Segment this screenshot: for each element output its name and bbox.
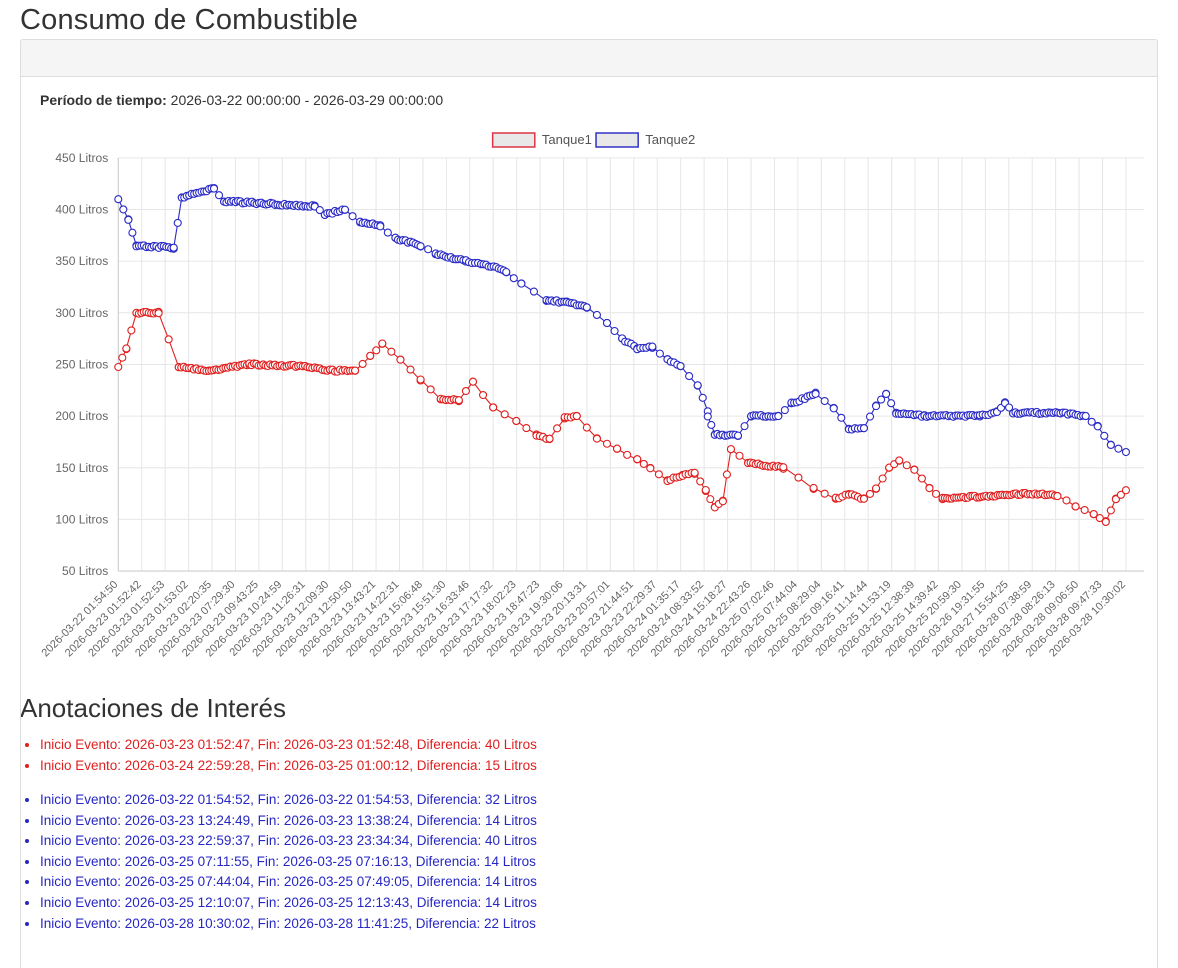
svg-text:250 Litros: 250 Litros <box>55 357 108 371</box>
svg-text:Tanque2: Tanque2 <box>645 132 695 147</box>
svg-text:50 Litros: 50 Litros <box>62 564 108 578</box>
svg-text:100 Litros: 100 Litros <box>55 512 108 526</box>
svg-text:200 Litros: 200 Litros <box>55 409 108 423</box>
svg-text:Tanque1: Tanque1 <box>542 132 592 147</box>
svg-text:350 Litros: 350 Litros <box>55 254 108 268</box>
svg-text:300 Litros: 300 Litros <box>55 306 108 320</box>
svg-text:400 Litros: 400 Litros <box>55 203 108 217</box>
svg-text:150 Litros: 150 Litros <box>55 461 108 475</box>
svg-text:450 Litros: 450 Litros <box>55 151 108 165</box>
